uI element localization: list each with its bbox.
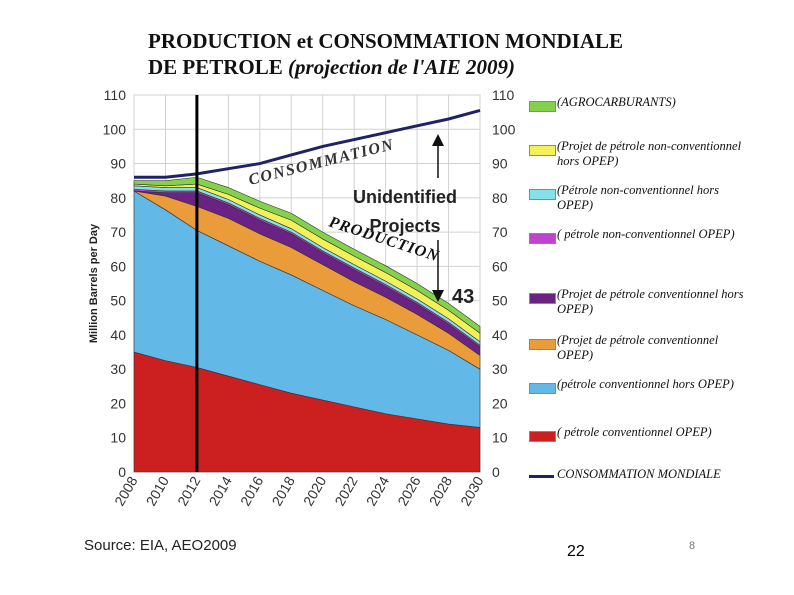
y-tick-label-right: 90 [492,156,508,172]
x-tick-label: 2012 [174,473,204,508]
x-tick-label: 2024 [363,473,393,508]
legend-swatch [529,431,556,442]
legend-swatch [529,145,556,156]
legend-swatch [529,233,556,244]
slide-number: 8 [689,540,696,552]
x-tick-label: 2014 [206,473,236,508]
legend-label: (Pétrole non-conventionnel hors OPEP) [557,183,719,212]
arrow-up-head [432,134,444,146]
legend-swatch [529,189,556,200]
legend-swatch [529,383,556,394]
arrow-down-head [432,290,444,302]
x-tick-label: 2020 [300,473,330,508]
title-line-2-main: DE PETROLE [148,55,289,79]
legend-label: ( pétrole non-conventionnel OPEP) [557,227,735,241]
y-tick-label-right: 110 [492,87,515,103]
legend-swatch [529,339,556,350]
y-tick-label-left: 100 [103,121,127,137]
x-tick-label: 2030 [457,473,487,508]
unidentified-label-line-1: Unidentified [353,187,457,207]
y-tick-label-left: 30 [110,361,126,377]
y-tick-label-left: 110 [104,87,127,103]
x-tick-label: 2028 [426,473,456,508]
y-axis-label: Million Barrels per Day [88,223,100,343]
area-series-8 [133,176,481,334]
legend-swatch [529,293,556,304]
y-tick-label-left: 10 [110,430,126,446]
title-line-2-subtitle: (projection de l'AIE 2009) [288,55,515,79]
y-tick-label-left: 60 [110,258,126,274]
legend-label: (AGROCARBURANTS) [557,95,676,109]
y-tick-label-right: 20 [492,395,508,411]
page-number: 22 [567,543,585,560]
x-tick-label: 2008 [111,473,141,508]
y-tick-label-right: 40 [492,327,508,343]
y-tick-label-right: 50 [492,293,508,309]
chart-title: PRODUCTION et CONSOMMATION MONDIALE DE P… [148,28,623,80]
y-tick-label-right: 60 [492,258,508,274]
title-line-1: PRODUCTION et CONSOMMATION MONDIALE [148,29,624,53]
x-tick-label: 2010 [143,473,173,508]
y-tick-label-right: 80 [492,190,508,206]
gap-value-label: 43 [452,286,474,308]
legend-swatch-line [529,475,554,478]
y-tick-label-right: 10 [492,430,508,446]
x-tick-label: 2016 [237,473,267,508]
unidentified-label-line-2: Projects [369,216,440,236]
legend-label: (pétrole conventionnel hors OPEP) [557,377,734,391]
y-tick-label-left: 40 [110,327,126,343]
y-tick-label-left: 20 [110,395,126,411]
source-note: Source: EIA, AEO2009 [84,537,237,554]
consumption-line [134,108,481,179]
y-tick-label-left: 70 [110,224,126,240]
y-tick-label-left: 90 [110,156,126,172]
x-tick-label: 2022 [331,473,361,508]
y-tick-label-left: 80 [110,190,126,206]
legend-label: (Projet de pétrole conventionnel OPEP) [557,333,719,362]
title-line-2: DE PETROLE (projection de l'AIE 2009) [148,54,623,80]
x-tick-label: 2018 [268,473,298,508]
y-tick-label-right: 70 [492,224,508,240]
y-tick-label-left: 50 [110,293,126,309]
y-tick-label-right: 30 [492,361,508,377]
legend-label: (Projet de pétrole non-conventionnel hor… [557,139,742,168]
legend-swatch [529,101,556,112]
legend-label: ( pétrole conventionnel OPEP) [557,425,712,439]
y-tick-label-left: 0 [118,464,126,480]
legend-label: CONSOMMATION MONDIALE [557,467,721,481]
legend-label: (Projet de pétrole conventionnel hors OP… [557,287,744,316]
y-tick-label-right: 0 [492,464,500,480]
x-tick-label: 2026 [394,473,424,508]
y-tick-label-right: 100 [492,121,516,137]
